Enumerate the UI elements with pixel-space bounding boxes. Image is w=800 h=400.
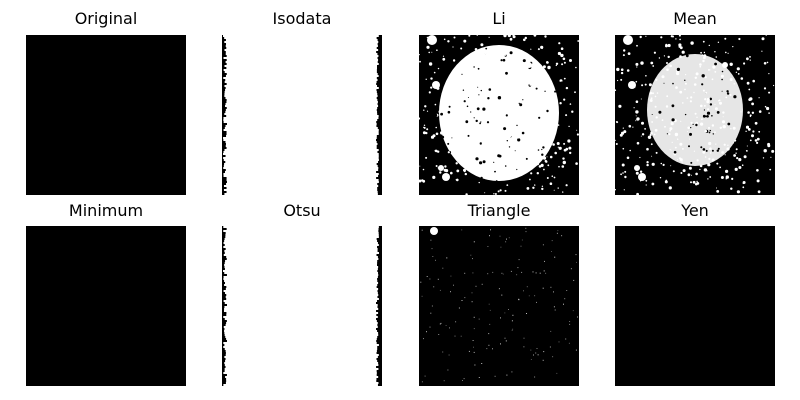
image-isodata (222, 35, 382, 195)
image-otsu (222, 226, 382, 386)
image-triangle (419, 226, 579, 386)
panel-title: Mean (673, 9, 717, 28)
panel-title: Triangle (467, 201, 531, 220)
panel-title: Isodata (272, 9, 332, 28)
image-li (419, 35, 579, 195)
image-mean (615, 35, 775, 195)
panel-title: Minimum (68, 201, 144, 220)
panel-title: Yen (681, 201, 709, 220)
image-minimum (26, 226, 186, 386)
image-original (26, 35, 186, 195)
panel-title: Otsu (283, 201, 321, 220)
image-yen (615, 226, 775, 386)
panel-title: Li (492, 9, 506, 28)
panel-title: Original (74, 9, 138, 28)
